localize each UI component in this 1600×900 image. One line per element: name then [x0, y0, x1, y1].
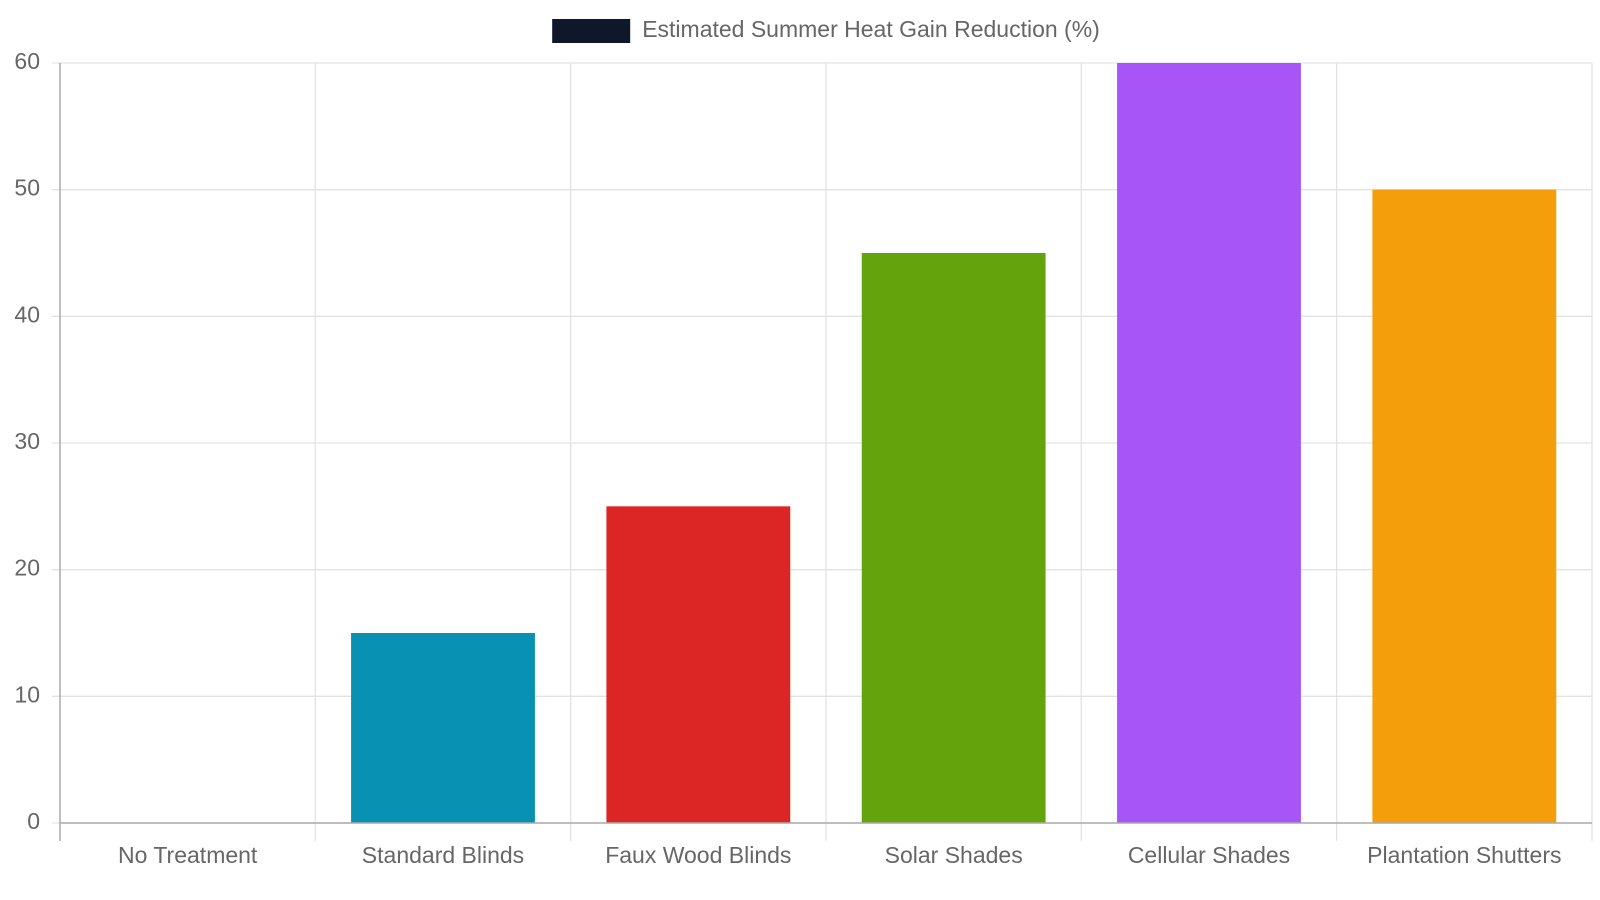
bar — [1117, 63, 1301, 823]
x-tick-label: Standard Blinds — [362, 842, 524, 868]
y-tick-label: 40 — [14, 301, 40, 327]
y-tick-label: 60 — [14, 48, 40, 74]
bar — [351, 633, 535, 823]
bar — [1372, 189, 1557, 823]
x-tick-label: No Treatment — [118, 842, 258, 868]
y-tick-label: 20 — [14, 555, 40, 581]
legend-label: Estimated Summer Heat Gain Reduction (%) — [642, 16, 1100, 42]
x-tick-label: Solar Shades — [885, 842, 1023, 868]
x-tick-label: Cellular Shades — [1128, 842, 1290, 868]
y-tick-label: 10 — [14, 681, 40, 707]
bar — [861, 253, 1046, 823]
y-tick-label: 30 — [14, 428, 40, 454]
x-tick-label: Plantation Shutters — [1367, 842, 1561, 868]
y-tick-label: 50 — [14, 175, 40, 201]
y-tick-label: 0 — [27, 808, 40, 834]
legend-swatch — [552, 19, 631, 43]
x-tick-label: Faux Wood Blinds — [605, 842, 791, 868]
bar — [606, 506, 791, 823]
